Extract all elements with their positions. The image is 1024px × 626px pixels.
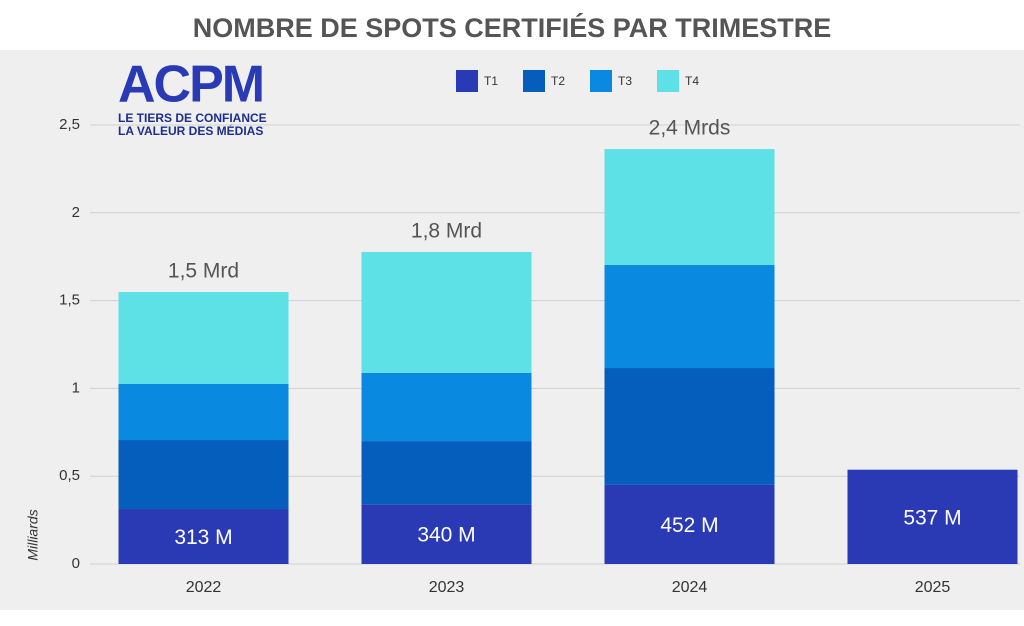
- bar-segment: [361, 251, 532, 373]
- legend-label: T2: [551, 74, 565, 88]
- total-label: 1,5 Mrd: [168, 260, 239, 283]
- legend-label: T4: [685, 74, 699, 88]
- x-tick-label: 2022: [186, 579, 222, 596]
- bar-segment: [847, 469, 1018, 564]
- logo-tagline: LE TIERS DE CONFIANCE: [118, 111, 267, 125]
- value-label: 340 M: [417, 524, 475, 547]
- bar-segment: [118, 291, 289, 385]
- bar-segment: [118, 509, 289, 564]
- legend-swatch: [523, 70, 545, 92]
- total-label: 1,8 Mrd: [411, 220, 482, 243]
- y-axis-label: Milliards: [25, 509, 41, 560]
- bar-segment: [361, 504, 532, 564]
- logo-tagline: LA VALEUR DES MÉDIAS: [118, 123, 263, 138]
- bar-segment: [361, 372, 532, 442]
- logo: ACPM: [118, 56, 263, 114]
- y-tick-label: 0,5: [59, 467, 80, 484]
- x-tick-label: 2023: [429, 579, 465, 596]
- bar-segment: [361, 441, 532, 505]
- value-label: 537 M: [903, 506, 961, 529]
- legend-swatch: [590, 70, 612, 92]
- y-tick-label: 2: [72, 204, 80, 221]
- bar-segment: [604, 368, 775, 485]
- y-tick-label: 1,5: [59, 292, 80, 309]
- bar-segment: [118, 440, 289, 510]
- legend-label: T1: [484, 74, 498, 88]
- bar-segment: [604, 264, 775, 369]
- legend-swatch: [456, 70, 478, 92]
- y-tick-label: 0: [72, 555, 80, 572]
- x-tick-label: 2024: [672, 579, 708, 596]
- x-tick-label: 2025: [915, 579, 951, 596]
- legend-swatch: [657, 70, 679, 92]
- chart-title: NOMBRE DE SPOTS CERTIFIÉS PAR TRIMESTRE: [193, 12, 832, 43]
- y-tick-label: 2,5: [59, 116, 80, 133]
- y-tick-label: 1: [72, 379, 80, 396]
- bar-segment: [604, 149, 775, 265]
- value-label: 452 M: [660, 514, 718, 537]
- legend-label: T3: [618, 74, 632, 88]
- total-label: 2,4 Mrds: [649, 117, 731, 140]
- value-label: 313 M: [174, 526, 232, 549]
- bar-segment: [604, 484, 775, 564]
- bar-segment: [118, 384, 289, 441]
